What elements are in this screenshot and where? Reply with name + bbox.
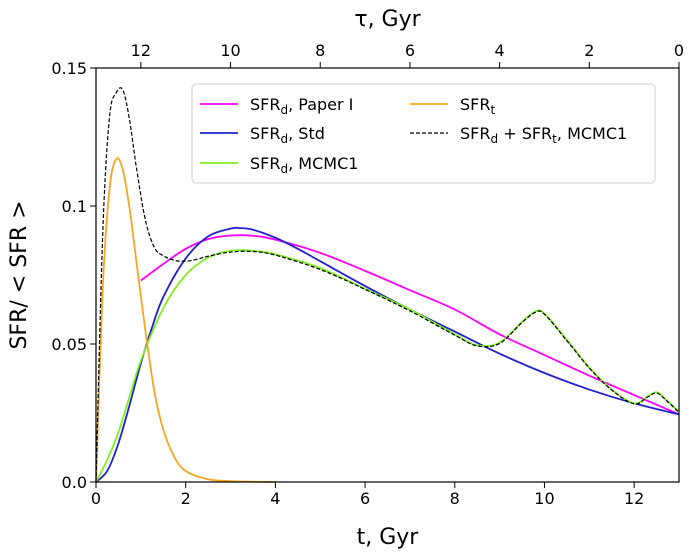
y-tick-label: 0.15 bbox=[51, 59, 87, 78]
series-sum-mcmc1-line bbox=[95, 87, 680, 483]
top-axis-label: τ, Gyr bbox=[354, 7, 421, 32]
plot-frame bbox=[95, 67, 680, 483]
y-axis-label: SFR/ < SFR > bbox=[7, 200, 32, 349]
y-tick-label: 0.0 bbox=[62, 473, 87, 492]
series-sfr-d-mcmc1-line bbox=[95, 249, 680, 483]
top-tick-label: 6 bbox=[405, 41, 415, 60]
x-tick-label: 10 bbox=[534, 489, 554, 508]
legend-entry-sfr-d-std: SFRd, Std bbox=[250, 124, 325, 146]
legend-entry-sfr-t: SFRt bbox=[460, 95, 495, 117]
axes-group: 0 2 4 6 8 10 12 0.0 0.05 0.1 0.15 12 10 8 6 4 2 0 bbox=[51, 41, 684, 508]
y-tick-label: 0.05 bbox=[51, 335, 87, 354]
legend-entry-sfr-d-paper-i: SFRd, Paper I bbox=[250, 95, 353, 117]
top-tick-label: 2 bbox=[584, 41, 594, 60]
legend: SFRd, Paper I SFRd, Std SFRd, MCMC1 SFRt SFR… bbox=[191, 83, 656, 184]
legend-entry-sfr-d-mcmc1: SFRd, MCMC1 bbox=[250, 154, 358, 176]
top-tick-label: 12 bbox=[131, 41, 151, 60]
series-group bbox=[95, 87, 680, 483]
x-tick-label: 6 bbox=[360, 489, 370, 508]
legend-entry-sum-mcmc1: SFRd + SFRt, MCMC1 bbox=[460, 124, 627, 146]
x-tick-label: 8 bbox=[450, 489, 460, 508]
x-tick-label: 2 bbox=[181, 489, 191, 508]
series-sfr-d-std-line bbox=[95, 226, 680, 483]
top-tick-label: 4 bbox=[495, 41, 505, 60]
top-tick-label: 0 bbox=[674, 41, 684, 60]
series-sfr-d-paper-i-line bbox=[140, 234, 680, 416]
top-tick-label: 8 bbox=[315, 41, 325, 60]
y-tick-label: 0.1 bbox=[62, 197, 87, 216]
series-sfr-t-line bbox=[95, 157, 276, 483]
top-tick-label: 10 bbox=[220, 41, 240, 60]
x-tick-label: 4 bbox=[270, 489, 280, 508]
x-tick-label: 12 bbox=[624, 489, 644, 508]
x-axis-label: t, Gyr bbox=[357, 525, 420, 550]
x-tick-label: 0 bbox=[91, 489, 101, 508]
